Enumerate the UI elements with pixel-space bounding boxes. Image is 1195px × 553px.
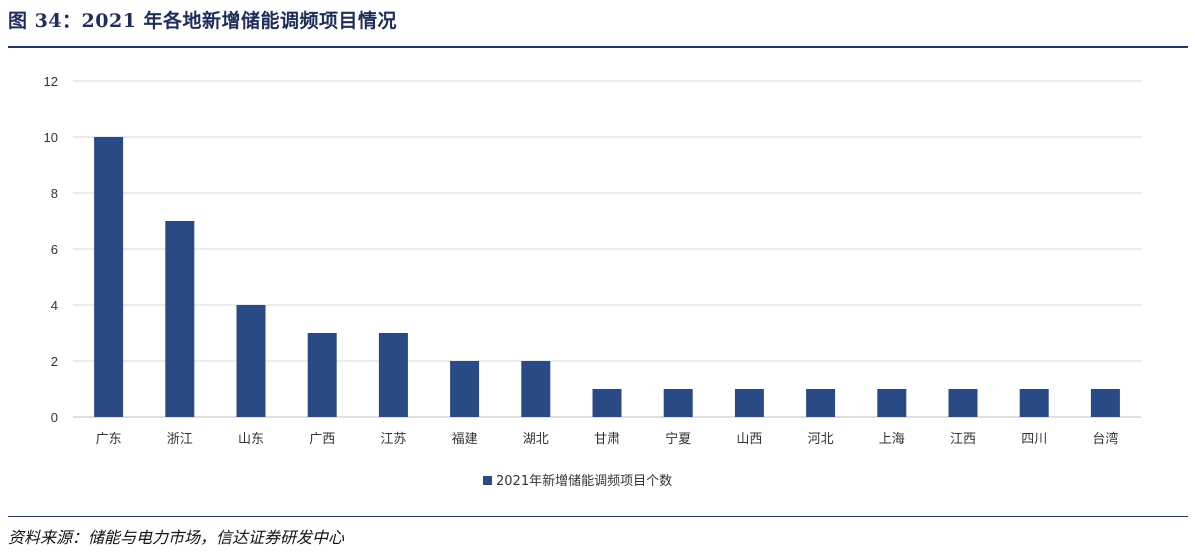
x-tick-label: 四川 bbox=[1021, 432, 1047, 447]
bar-11 bbox=[877, 389, 907, 417]
legend-label: 2021年新增储能调频项目个数 bbox=[496, 473, 672, 489]
y-tick-label: 0 bbox=[51, 410, 58, 425]
bar-6 bbox=[521, 361, 551, 417]
figure-title: 图 34：2021 年各地新增储能调频项目情况 bbox=[8, 10, 398, 32]
x-tick-label: 河北 bbox=[808, 432, 834, 447]
x-tick-label: 山东 bbox=[238, 432, 264, 447]
x-axis-ticks: 广东 浙江 山东 广西 江苏 福建 湖北 甘肃 宁夏 山西 河北 上海 江西 四川 台湾 bbox=[96, 431, 1119, 447]
x-tick-label: 福建 bbox=[452, 432, 478, 447]
y-axis-ticks: 0 2 4 6 8 10 12 bbox=[44, 74, 58, 425]
x-tick-label: 江苏 bbox=[380, 431, 406, 447]
x-tick-label: 浙江 bbox=[167, 432, 193, 447]
source-divider bbox=[8, 516, 1188, 517]
x-tick-label: 山西 bbox=[736, 432, 762, 447]
bar-10 bbox=[806, 389, 836, 417]
legend: 2021年新增储能调频项目个数 bbox=[483, 473, 672, 489]
y-tick-label: 2 bbox=[51, 354, 58, 369]
legend-swatch bbox=[483, 476, 492, 485]
bar-14 bbox=[1090, 389, 1120, 417]
x-tick-label: 湖北 bbox=[523, 432, 549, 447]
y-tick-label: 10 bbox=[44, 130, 58, 145]
bar-8 bbox=[663, 389, 693, 417]
x-tick-label: 江西 bbox=[950, 432, 976, 447]
bar-5 bbox=[450, 361, 480, 417]
bars bbox=[94, 137, 1120, 417]
x-tick-label: 宁夏 bbox=[665, 431, 691, 447]
y-tick-label: 4 bbox=[51, 298, 58, 313]
bar-0 bbox=[94, 137, 124, 417]
x-tick-label: 上海 bbox=[879, 432, 905, 447]
source-note: 资料来源：储能与电力市场，信达证券研发中心 bbox=[8, 528, 345, 547]
bar-chart: 0 2 4 6 8 10 12 广东 浙江 山东 广西 江苏 福建 湖北 甘肃 宁夏 山西 河北 上海 江西 四川 台湾… bbox=[44, 74, 1141, 489]
y-tick-label: 12 bbox=[44, 74, 58, 89]
y-tick-label: 8 bbox=[51, 186, 58, 201]
x-tick-label: 台湾 bbox=[1092, 431, 1118, 447]
x-tick-label: 甘肃 bbox=[594, 432, 620, 447]
bar-13 bbox=[1019, 389, 1049, 417]
bar-7 bbox=[592, 389, 622, 417]
title-divider bbox=[8, 46, 1188, 48]
y-tick-label: 6 bbox=[51, 242, 58, 257]
x-tick-label: 广东 bbox=[96, 432, 122, 447]
bar-12 bbox=[948, 389, 978, 417]
grid-lines bbox=[73, 80, 1141, 418]
bar-3 bbox=[307, 333, 337, 417]
bar-2 bbox=[236, 305, 266, 417]
bar-1 bbox=[165, 221, 195, 417]
x-tick-label: 广西 bbox=[309, 432, 335, 447]
bar-9 bbox=[734, 389, 764, 417]
bar-4 bbox=[378, 333, 408, 417]
